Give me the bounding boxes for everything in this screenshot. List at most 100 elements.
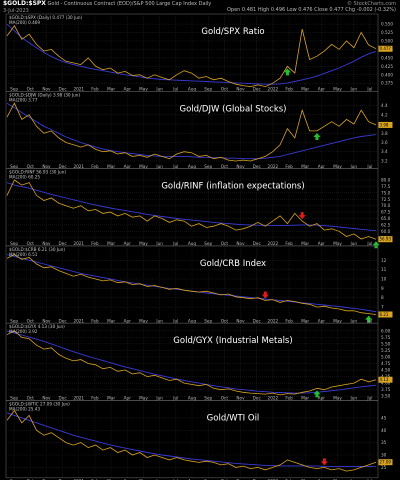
- x-tick-label: Apr: [124, 87, 132, 92]
- y-tick-label: 3.2: [381, 158, 388, 163]
- series-legend: $GOLD:$DJW (Daily) 3.98 (30 Jun): [9, 92, 80, 97]
- panel-5: 6.00 5.755.50 5.255.00 4.75 4.504.25 4.003.75…: [5, 322, 393, 401]
- down-arrow-icon: [298, 212, 306, 220]
- x-tick-label: Feb: [285, 164, 293, 169]
- x-tick-label: Sep: [204, 241, 212, 246]
- x-tick-label: Jun: [349, 318, 357, 323]
- panel-title: Gold/SPX Ratio: [201, 27, 264, 37]
- series-legend: $GOLD:RINF 56.93 (30 Jun): [9, 170, 66, 175]
- ma-line: [6, 254, 377, 313]
- y-tick-label: 3.75: [381, 387, 391, 392]
- y-tick-label: 12: [381, 258, 387, 263]
- ma-line: [6, 23, 377, 85]
- panel-4: 12 11 10 9 8 7 6.21 $GOLD:$CRB 6.21 (30 Jun)MA(…: [5, 245, 393, 324]
- x-tick-label: May: [139, 396, 148, 401]
- x-tick-label: Mar: [107, 396, 115, 401]
- x-tick-label: Sep: [204, 479, 212, 480]
- y-tick-label: 3.4: [381, 149, 388, 154]
- last-value-tag: [378, 311, 393, 318]
- x-tick-label: Feb: [285, 318, 293, 323]
- x-tick-label: Mar: [107, 87, 115, 92]
- up-arrow-icon: [365, 315, 373, 323]
- ma-legend: MA(200) 6.51: [9, 252, 38, 257]
- x-tick-label: Jun: [349, 396, 357, 401]
- last-value-label: 4.13: [380, 377, 389, 382]
- last-value-tag: [378, 459, 393, 466]
- y-tick-label: 8: [381, 295, 384, 300]
- y-tick-label: 25: [381, 465, 387, 470]
- x-tick-label: Jun: [349, 479, 357, 480]
- up-arrow-icon: [372, 241, 380, 249]
- x-tick-label: Nov: [42, 479, 51, 480]
- x-tick-label: Oct: [27, 396, 35, 401]
- x-tick-label: 2022: [268, 479, 279, 480]
- y-tick-label: 40: [381, 428, 387, 433]
- x-tick-label: May: [333, 164, 342, 169]
- y-tick-label: 5.25: [381, 348, 391, 353]
- x-tick-label: Jun: [155, 164, 163, 169]
- x-tick-label: May: [139, 87, 148, 92]
- x-tick-label: Jun: [155, 87, 163, 92]
- x-tick-label: Mar: [107, 164, 115, 169]
- x-tick-label: Sep: [204, 164, 212, 169]
- x-tick-label: Nov: [42, 87, 51, 92]
- x-tick-label: Oct: [221, 479, 229, 480]
- price-line: [6, 25, 377, 88]
- x-tick-label: Apr: [318, 396, 326, 401]
- x-tick-label: Nov: [236, 396, 245, 401]
- y-tick-label: 10: [381, 276, 387, 281]
- last-value-label: 27.09: [380, 460, 392, 465]
- ma-line: [6, 412, 377, 468]
- y-tick-label: 70.0: [381, 203, 391, 208]
- x-tick-label: Oct: [27, 479, 35, 480]
- y-tick-label: 5.50: [381, 341, 391, 346]
- x-tick-label: Apr: [318, 164, 326, 169]
- x-tick-label: Mar: [107, 318, 115, 323]
- x-tick-label: Feb: [91, 479, 99, 480]
- panel-title: Gold/WTI Oil: [207, 414, 260, 424]
- x-tick-label: Jul: [366, 479, 372, 480]
- x-tick-label: Sep: [10, 479, 18, 480]
- last-value-label: 3.98: [380, 122, 389, 127]
- x-tick-label: Oct: [221, 318, 229, 323]
- y-tick-label: 0.375: [381, 81, 393, 86]
- x-tick-label: Mar: [301, 241, 309, 246]
- y-tick-label: 72.5: [381, 197, 391, 202]
- x-tick-label: Jul: [366, 318, 372, 323]
- x-tick-label: Oct: [27, 241, 35, 246]
- x-tick-label: Aug: [188, 479, 197, 480]
- panel-title: Gold/GYX (Industrial Metals): [173, 336, 292, 346]
- x-tick-label: Feb: [285, 87, 293, 92]
- x-tick-label: Mar: [301, 479, 309, 480]
- x-tick-label: Apr: [124, 479, 132, 480]
- x-tick-label: Nov: [236, 164, 245, 169]
- x-tick-label: Mar: [301, 164, 309, 169]
- x-tick-label: Sep: [10, 241, 18, 246]
- x-tick-label: 2022: [268, 164, 279, 169]
- ma-legend: MA(200) 60.25: [9, 175, 40, 180]
- x-tick-label: Feb: [91, 241, 99, 246]
- source-credit: © StockCharts.com: [346, 1, 396, 7]
- ma-legend: MA(200) 3.92: [9, 329, 38, 334]
- x-tick-label: Sep: [204, 318, 212, 323]
- x-tick-label: Aug: [188, 87, 197, 92]
- x-tick-label: Dec: [59, 479, 68, 480]
- x-tick-label: Apr: [124, 241, 132, 246]
- x-tick-label: Oct: [27, 318, 35, 323]
- x-tick-label: Feb: [285, 396, 293, 401]
- x-tick-label: Jun: [349, 87, 357, 92]
- series-legend: $GOLD:$CRB 6.21 (30 Jun): [9, 247, 65, 252]
- x-tick-label: Dec: [253, 318, 262, 323]
- y-tick-label: 0.425: [381, 64, 393, 69]
- x-tick-label: Jun: [155, 241, 163, 246]
- y-tick-label: 77.5: [381, 184, 391, 189]
- panel-title: Gold/DJW (Global Stocks): [180, 104, 287, 114]
- x-tick-label: Jul: [172, 396, 178, 401]
- x-tick-label: Jul: [366, 87, 372, 92]
- x-tick-label: Oct: [221, 87, 229, 92]
- x-tick-label: Jul: [172, 318, 178, 323]
- x-tick-label: Jul: [172, 479, 178, 480]
- x-tick-label: 2021: [73, 164, 84, 169]
